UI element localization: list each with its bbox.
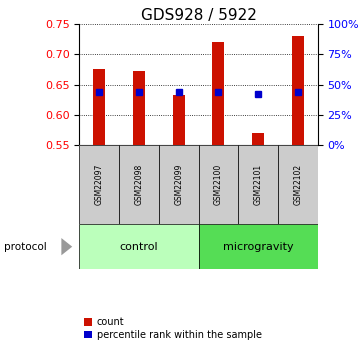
Text: protocol: protocol [4,242,46,252]
Text: microgravity: microgravity [223,242,293,252]
Text: GSM22099: GSM22099 [174,164,183,205]
Title: GDS928 / 5922: GDS928 / 5922 [141,8,256,23]
Text: GSM22102: GSM22102 [293,164,302,205]
Bar [79,224,199,269]
Polygon shape [61,238,72,255]
Bar [238,145,278,224]
Text: GSM22097: GSM22097 [95,164,104,205]
Text: GSM22100: GSM22100 [214,164,223,205]
Legend: count, percentile rank within the sample: count, percentile rank within the sample [84,317,262,340]
Bar [93,69,105,146]
Bar [119,145,159,224]
Text: GSM22098: GSM22098 [135,164,143,205]
Bar [173,96,184,146]
Bar [278,145,318,224]
Bar [199,145,238,224]
Bar [199,224,318,269]
Bar [252,133,264,146]
Bar [79,145,119,224]
Bar [159,145,199,224]
Text: control: control [120,242,158,252]
Bar [212,42,224,146]
Bar [292,36,304,146]
Bar [133,71,145,146]
Text: GSM22101: GSM22101 [254,164,262,205]
